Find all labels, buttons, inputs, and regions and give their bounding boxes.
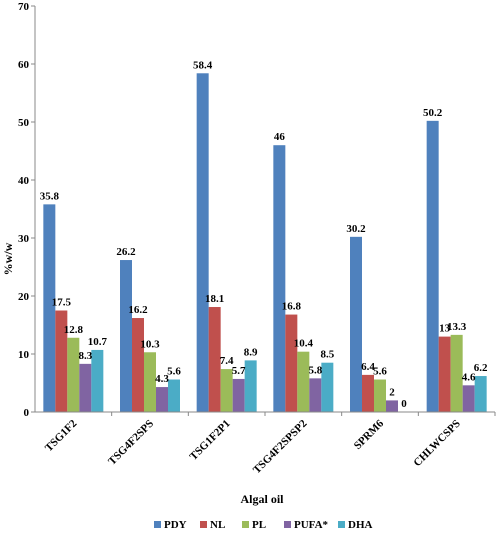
- legend-swatch-pdy: [154, 521, 161, 528]
- y-tick-label: 10: [18, 349, 30, 361]
- data-label: 5.7: [232, 365, 246, 377]
- data-label: 10.7: [88, 336, 108, 348]
- bar-pl: [297, 351, 310, 412]
- bar-nl: [208, 307, 221, 412]
- bar-pufa: [232, 378, 245, 412]
- bar-pdy: [426, 120, 439, 412]
- bar-dha: [168, 379, 180, 412]
- legend-swatch-nl: [200, 521, 207, 528]
- bar-pl: [450, 334, 463, 412]
- data-label: 18.1: [205, 293, 224, 305]
- data-label: 4.3: [155, 373, 169, 385]
- data-label: 6.4: [361, 361, 375, 373]
- x-axis-label: Algal oil: [240, 492, 284, 506]
- x-tick-label: TSG1F2P1: [188, 418, 233, 463]
- data-label: 8.3: [78, 350, 92, 362]
- x-tick-label: TSG4F2SPS: [106, 418, 156, 468]
- legend-swatch-pufa: [284, 521, 291, 528]
- y-tick-label: 0: [24, 407, 30, 419]
- bar-nl: [362, 374, 374, 412]
- x-axis-ticks: TSG1F2 TSG4F2SPS TSG1F2P1 TSG4F2SPSP2 SPRM6 C…: [43, 412, 496, 476]
- data-label: 5.6: [167, 366, 181, 378]
- bar-nl: [438, 336, 451, 412]
- data-label: 8.5: [320, 349, 334, 361]
- y-tick-label: 50: [18, 117, 30, 129]
- bar-pdy: [196, 73, 209, 412]
- data-label: 4.6: [462, 371, 476, 383]
- data-label: 13: [439, 323, 451, 335]
- data-label: 58.4: [193, 59, 213, 71]
- data-label: 35.8: [40, 190, 60, 202]
- bar-nl: [55, 310, 68, 412]
- legend-label: PUFA*: [294, 519, 329, 531]
- data-label: 12.8: [64, 324, 84, 336]
- x-tick-label: TSG4F2SPSP2: [251, 417, 310, 476]
- data-label: 50.2: [423, 107, 443, 119]
- bar-nl: [285, 314, 298, 412]
- bar-pdy: [120, 260, 132, 412]
- bar-pufa: [386, 400, 398, 412]
- data-label: 26.2: [116, 246, 136, 258]
- data-label: 17.5: [52, 297, 72, 309]
- bar-pufa: [156, 387, 168, 412]
- y-axis-label: %w/w: [1, 242, 15, 275]
- legend-label: NL: [210, 519, 225, 531]
- y-tick-label: 70: [18, 1, 30, 13]
- data-label: 5.8: [308, 364, 322, 376]
- x-tick-label: CHLWCSPS: [411, 418, 462, 469]
- data-label: 6.2: [474, 362, 488, 374]
- data-labels: 35.817.512.88.310.726.216.210.34.35.658.…: [40, 59, 488, 410]
- y-tick-label: 40: [18, 175, 30, 187]
- bar-pdy: [350, 236, 362, 412]
- y-axis-ticks: 0 10 20 30 40 50 60 70: [18, 1, 35, 419]
- bar-pufa: [79, 363, 92, 412]
- bar-dha: [474, 376, 487, 412]
- data-label: 10.3: [140, 338, 160, 350]
- bar-dha: [321, 362, 334, 412]
- bar-pl: [144, 352, 156, 412]
- data-label: 30.2: [346, 223, 366, 235]
- legend-label: DHA: [348, 519, 373, 531]
- bar-pl: [374, 379, 386, 412]
- bar-pdy: [273, 145, 286, 412]
- data-label: 5.6: [373, 366, 387, 378]
- data-label: 7.4: [220, 355, 234, 367]
- data-label: 10.4: [294, 338, 314, 350]
- legend-label: PL: [252, 519, 266, 531]
- legend-swatch-dha: [338, 521, 345, 528]
- bar-dha: [91, 349, 104, 412]
- x-tick-label: TSG1F2: [43, 417, 80, 454]
- y-tick-label: 20: [18, 291, 30, 303]
- bar-pl: [67, 337, 80, 412]
- bar-pufa: [462, 385, 475, 412]
- y-tick-label: 60: [18, 59, 30, 71]
- data-label: 2: [389, 386, 395, 398]
- data-label: 46: [274, 131, 286, 143]
- legend-swatch-pl: [242, 521, 249, 528]
- x-tick-label: SPRM6: [352, 417, 387, 452]
- data-label: 13.3: [447, 321, 467, 333]
- bar-dha: [244, 360, 257, 412]
- data-label: 8.9: [244, 346, 258, 358]
- bar-pl: [220, 369, 233, 412]
- data-label: 0: [401, 398, 407, 410]
- legend: PDY NL PL PUFA* DHA: [154, 519, 373, 531]
- bar-nl: [132, 318, 144, 412]
- data-label: 16.8: [282, 301, 302, 313]
- data-label: 16.2: [128, 304, 148, 316]
- y-tick-label: 30: [18, 233, 30, 245]
- legend-label: PDY: [164, 519, 187, 531]
- bar-pdy: [43, 204, 56, 412]
- bar-pufa: [309, 378, 322, 412]
- bars: [43, 73, 487, 412]
